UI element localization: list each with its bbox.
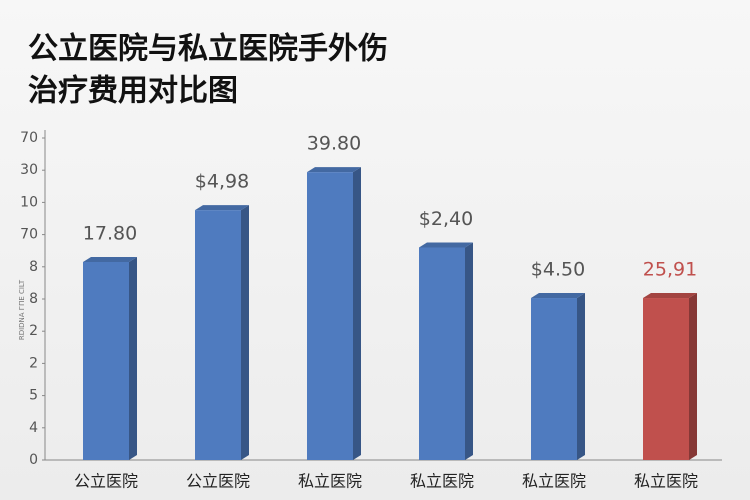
bar-label: 25,91 (643, 259, 697, 281)
y-tick-label: 2 (29, 323, 38, 339)
bar (419, 247, 465, 460)
bar-side (353, 167, 361, 460)
y-axis-label: RDIDNA ГПЕ CILT (18, 279, 26, 340)
bar-side (241, 205, 249, 460)
bar (643, 298, 689, 460)
bar-label: 39.80 (307, 133, 361, 155)
y-tick-label: 0 (29, 452, 38, 468)
bar-top (83, 256, 137, 262)
bar-side (689, 293, 697, 460)
bar (307, 172, 353, 460)
bar (83, 261, 129, 460)
y-tick-label: 4 (29, 420, 38, 436)
x-tick-label: 私立医院 (410, 472, 474, 491)
x-tick-label: 私立医院 (298, 472, 362, 491)
y-tick-label: 5 (29, 388, 38, 404)
bar-side (577, 293, 585, 460)
y-tick-label: 10 (20, 194, 38, 210)
bar (531, 298, 577, 460)
y-tick-label: 70 (20, 227, 38, 243)
bar (195, 210, 241, 460)
bar-top (531, 293, 585, 299)
y-tick-label: 2 (29, 355, 38, 371)
chart-title: 公立医院与私立医院手外伤 (28, 32, 388, 67)
bar-label: 17.80 (83, 222, 137, 244)
y-tick-label: 30 (20, 162, 38, 178)
bar-label: $2,40 (419, 208, 473, 230)
bar-side (129, 256, 137, 460)
bar-top (195, 205, 249, 211)
y-tick-label: 8 (29, 259, 38, 275)
bar-label: $4,98 (195, 171, 249, 193)
bar-top (307, 167, 361, 173)
y-tick-label: 8 (29, 291, 38, 307)
bar-top (419, 242, 473, 248)
bar-label: $4.50 (531, 259, 585, 281)
x-tick-label: 公立医院 (74, 472, 138, 491)
bar-top (643, 293, 697, 299)
x-tick-label: 公立医院 (186, 472, 250, 491)
x-tick-label: 私立医院 (522, 472, 586, 491)
bar-side (465, 242, 473, 460)
y-tick-label: 70 (20, 130, 38, 146)
chart-title: 治疗费用对比图 (28, 74, 238, 109)
x-tick-label: 私立医院 (634, 472, 698, 491)
